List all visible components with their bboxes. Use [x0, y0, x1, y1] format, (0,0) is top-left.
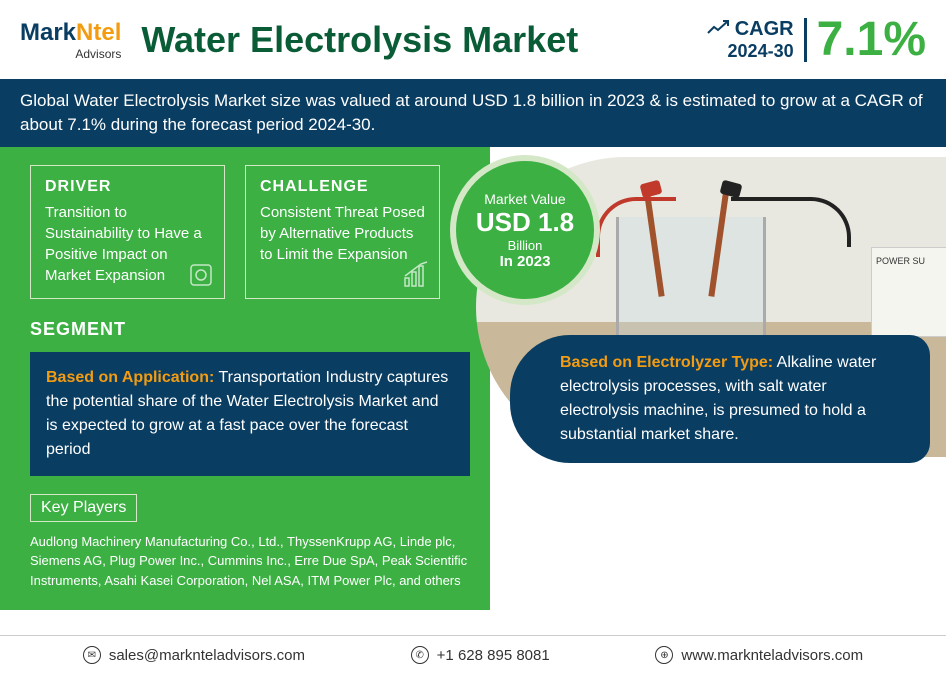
cagr-label: CAGR	[735, 18, 794, 40]
logo-subtitle: Advisors	[20, 47, 121, 61]
wire-red	[596, 197, 676, 257]
driver-box: DRIVER Transition to Sustainability to H…	[30, 165, 225, 299]
market-value-circle: Market Value USD 1.8 Billion In 2023	[450, 155, 600, 305]
segment-box: Based on Application: Transportation Ind…	[30, 352, 470, 476]
cagr-period: 2024-30	[728, 41, 794, 62]
logo-ntel: Ntel	[76, 19, 121, 46]
mv-value: USD 1.8	[476, 207, 574, 238]
mv-unit: Billion	[508, 238, 543, 253]
chart-growth-icon: CAGR	[706, 18, 793, 41]
key-players-label: Key Players	[30, 494, 137, 522]
wire-black	[731, 197, 851, 247]
info-boxes: DRIVER Transition to Sustainability to H…	[30, 165, 470, 299]
footer: ✉ sales@marknteladvisors.com ✆ +1 628 89…	[0, 635, 946, 674]
clip-red	[640, 179, 663, 198]
phone-text: +1 628 895 8081	[437, 647, 550, 664]
mv-label: Market Value	[484, 191, 565, 207]
summary-bar: Global Water Electrolysis Market size wa…	[0, 79, 946, 147]
electrolyzer-box: Based on Electrolyzer Type: Alkaline wat…	[510, 335, 930, 463]
mv-year: In 2023	[500, 253, 551, 270]
segment-title: SEGMENT	[30, 319, 470, 340]
footer-web: ⊕ www.marknteladvisors.com	[655, 646, 863, 664]
sustainability-icon	[186, 260, 216, 290]
bar-chart-icon	[401, 260, 431, 290]
key-players-text: Audlong Machinery Manufacturing Co., Ltd…	[30, 532, 470, 591]
page-title: Water Electrolysis Market	[141, 19, 686, 61]
power-supply: POWER SU	[871, 247, 946, 337]
email-text: sales@marknteladvisors.com	[109, 647, 305, 664]
cagr-box: CAGR 2024-30 7.1%	[706, 12, 926, 67]
cagr-value: 7.1%	[817, 12, 926, 67]
driver-title: DRIVER	[45, 178, 210, 196]
cagr-left: CAGR 2024-30	[706, 18, 806, 62]
web-text: www.marknteladvisors.com	[681, 647, 863, 664]
challenge-box: CHALLENGE Consistent Threat Posed by Alt…	[245, 165, 440, 299]
left-panel: DRIVER Transition to Sustainability to H…	[0, 147, 490, 611]
globe-icon: ⊕	[655, 646, 673, 664]
electrolyzer-highlight: Based on Electrolyzer Type:	[560, 354, 773, 371]
footer-email: ✉ sales@marknteladvisors.com	[83, 646, 305, 664]
logo-text: MarkNtel	[20, 19, 121, 47]
challenge-title: CHALLENGE	[260, 178, 425, 196]
header: MarkNtel Advisors Water Electrolysis Mar…	[0, 0, 946, 79]
segment-highlight: Based on Application:	[46, 369, 214, 386]
phone-icon: ✆	[411, 646, 429, 664]
challenge-text: Consistent Threat Posed by Alternative P…	[260, 202, 425, 265]
logo-mark: Mark	[20, 19, 76, 46]
logo: MarkNtel Advisors	[20, 19, 121, 61]
email-icon: ✉	[83, 646, 101, 664]
footer-phone: ✆ +1 628 895 8081	[411, 646, 550, 664]
